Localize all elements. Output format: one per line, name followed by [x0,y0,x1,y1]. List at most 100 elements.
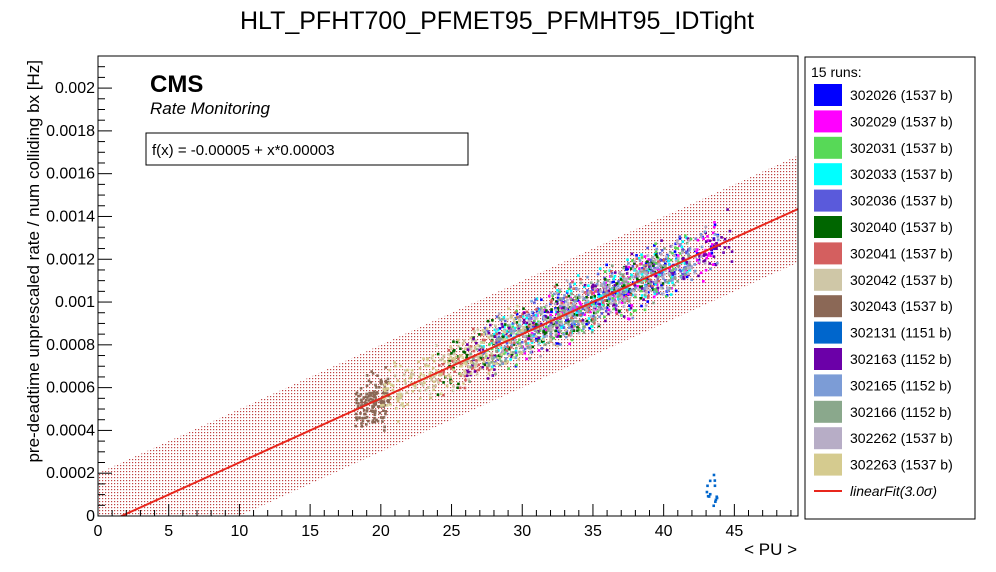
data-point [700,245,704,249]
data-point [528,334,531,338]
data-point [380,401,384,405]
data-point [507,367,510,370]
data-point [486,359,490,362]
data-point [716,261,719,265]
data-point [537,308,541,311]
data-point [624,290,628,293]
data-point [565,316,569,319]
data-point [549,335,553,339]
data-point [529,324,533,328]
data-point [587,321,591,324]
data-point [662,277,665,280]
data-point [533,301,536,305]
data-point [589,296,593,299]
data-point [493,332,496,336]
data-point [663,279,667,282]
data-point [478,358,481,362]
data-point [413,384,416,387]
data-point [457,357,460,361]
data-point [570,329,574,333]
data-point [576,299,580,302]
data-point [545,309,548,312]
data-point [627,262,630,265]
legend-label: 302043 (1537 b) [850,298,953,314]
data-point [704,253,708,256]
data-point [540,347,544,350]
data-point [556,312,560,316]
data-point [448,359,451,363]
data-point [437,364,441,367]
x-tick-label: 45 [725,523,743,540]
data-point [703,253,706,256]
data-point [461,342,465,346]
data-point [659,268,662,272]
data-point [495,327,498,331]
x-tick-label: 10 [231,523,249,540]
x-tick-label: 40 [655,523,673,540]
data-point [644,262,648,265]
data-point [379,404,383,407]
data-point [537,320,540,324]
data-point [525,337,529,341]
data-point [539,326,543,330]
data-point [592,308,596,312]
data-point [715,247,718,250]
data-point [678,235,682,238]
data-point [419,381,422,385]
data-point [528,343,532,347]
data-point [665,280,669,284]
data-point [531,345,535,349]
data-point [547,294,551,298]
data-point [371,409,375,413]
data-point [372,391,375,395]
data-point [488,354,492,357]
data-point [527,313,531,317]
data-point [676,279,679,283]
data-point [561,309,565,312]
data-point [554,324,558,327]
legend-label: 302036 (1537 b) [850,193,953,209]
data-point [685,251,688,255]
data-point [369,409,373,413]
data-point [384,396,387,399]
series-302131 [705,473,719,508]
fit-line [119,208,798,516]
data-point [636,284,639,288]
legend-swatch [814,400,842,423]
data-point [497,316,501,320]
data-point [456,355,460,358]
data-point [359,393,363,396]
data-point [367,394,371,398]
data-point [676,239,679,242]
data-point [516,316,519,319]
data-point [715,495,719,499]
data-point [492,356,496,359]
data-point [473,346,477,349]
data-point [640,287,644,290]
data-point [372,395,376,398]
data-point [592,302,595,306]
data-point [675,259,678,263]
fit-formula: f(x) = -0.00005 + x*0.00003 [152,142,335,159]
data-point [515,321,519,324]
data-point [522,326,526,329]
data-point [417,360,420,364]
data-point [604,281,607,285]
data-point [558,307,562,310]
data-point [667,281,670,285]
data-point [604,319,607,323]
data-point [619,272,622,276]
data-point [647,280,651,283]
data-point [564,321,567,325]
data-point [354,392,358,396]
data-point [454,355,458,359]
data-point [660,239,663,242]
data-point [596,302,599,306]
data-point [463,386,467,390]
data-point [583,283,587,287]
data-point [528,315,531,318]
data-point [504,357,508,360]
data-point [664,262,667,266]
legend-label: 302040 (1537 b) [850,219,953,235]
x-tick-label: 25 [443,523,461,540]
